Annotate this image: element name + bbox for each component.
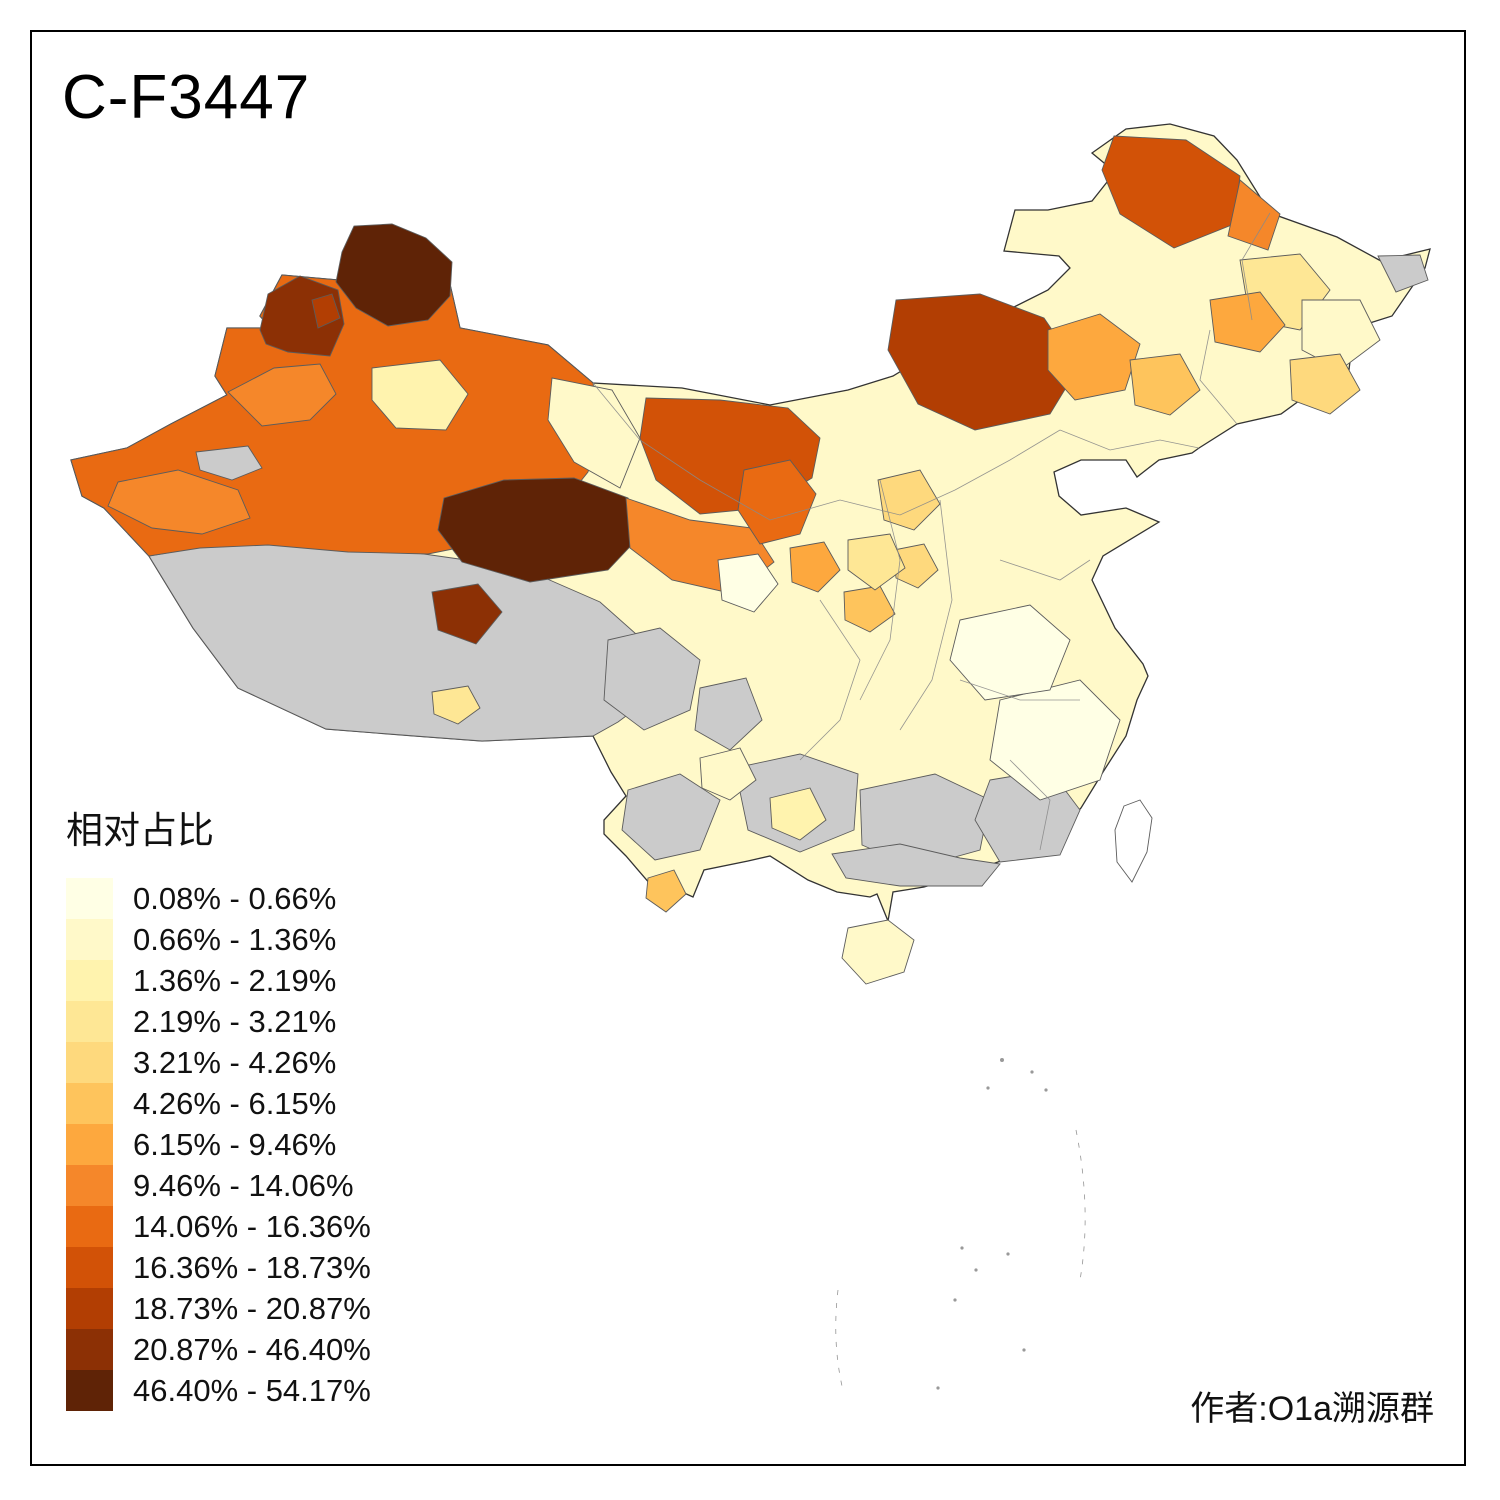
- legend-item: 18.73% - 20.87%: [66, 1288, 371, 1329]
- legend-item: 14.06% - 16.36%: [66, 1206, 371, 1247]
- legend-label: 9.46% - 14.06%: [133, 1167, 354, 1203]
- region-xinjiang-main: [70, 226, 601, 557]
- legend-item: 1.36% - 2.19%: [66, 960, 371, 1001]
- legend-label: 14.06% - 16.36%: [133, 1208, 371, 1244]
- region-luliang: [847, 533, 906, 591]
- region-east-coast-white1: [989, 679, 1121, 801]
- legend-swatch: [66, 1001, 113, 1042]
- legend-title: 相对占比: [66, 810, 214, 851]
- legend: 相对占比 0.08% - 0.66% 0.66% - 1.36% 1.36% -…: [66, 800, 371, 1411]
- legend-item: 20.87% - 46.40%: [66, 1329, 371, 1370]
- author-credit: 作者:O1a溯源群: [1190, 1390, 1434, 1428]
- legend-swatch: [66, 1206, 113, 1247]
- legend-item: 16.36% - 18.73%: [66, 1247, 371, 1288]
- legend-rows: 0.08% - 0.66% 0.66% - 1.36% 1.36% - 2.19…: [66, 878, 371, 1411]
- page-title: C-F3447: [62, 63, 311, 132]
- region-jilin-patch: [1129, 353, 1201, 416]
- region-songyuan-patch: [1209, 291, 1286, 353]
- region-innermongolia-east: [1047, 313, 1141, 401]
- region-west-gansu-darkest: [437, 477, 643, 583]
- legend-item: 2.19% - 3.21%: [66, 1001, 371, 1042]
- region-junggar-darkest: [335, 223, 453, 327]
- region-shaanbei-orange: [789, 541, 841, 593]
- region-south-pale1: [769, 787, 827, 841]
- south-china-sea-islets: [835, 1058, 1086, 1390]
- legend-swatch: [66, 919, 113, 960]
- region-xinjiang-south: [107, 469, 251, 535]
- region-west-sichuan-nodata: [603, 627, 701, 731]
- legend-item: 46.40% - 54.17%: [66, 1370, 371, 1411]
- legend-swatch: [66, 1124, 113, 1165]
- legend-label: 2.19% - 3.21%: [133, 1003, 337, 1039]
- region-east-coast-white2: [949, 604, 1071, 701]
- region-bortala-dark: [311, 293, 341, 329]
- region-xinjiang-gray-sliver: [195, 445, 263, 481]
- legend-item: 9.46% - 14.06%: [66, 1165, 371, 1206]
- legend-label: 3.21% - 4.26%: [133, 1044, 337, 1080]
- legend-label: 6.15% - 9.46%: [133, 1126, 337, 1162]
- region-ningxia-orange: [737, 459, 817, 545]
- legend-swatch: [66, 1083, 113, 1124]
- legend-label: 20.87% - 46.40%: [133, 1331, 371, 1367]
- region-hami-pale: [371, 359, 469, 431]
- region-yanbian-patch: [1289, 353, 1361, 415]
- legend-swatch: [66, 1042, 113, 1083]
- legend-label: 16.36% - 18.73%: [133, 1249, 371, 1285]
- region-north-shanxi: [877, 469, 941, 531]
- legend-swatch: [66, 1165, 113, 1206]
- region-yunnan-south-orange: [645, 869, 687, 913]
- legend-label: 18.73% - 20.87%: [133, 1290, 371, 1326]
- legend-label: 0.08% - 0.66%: [133, 880, 337, 916]
- legend-item: 4.26% - 6.15%: [66, 1083, 371, 1124]
- region-innermongolia-darkred: [887, 293, 1079, 431]
- region-heilongjiang-patch2: [1301, 299, 1381, 371]
- legend-label: 46.40% - 54.17%: [133, 1372, 371, 1408]
- legend-swatch: [66, 1247, 113, 1288]
- region-tacheng-darkbrown: [259, 275, 345, 357]
- region-heihe-orange: [1227, 179, 1281, 251]
- legend-item: 0.66% - 1.36%: [66, 919, 371, 960]
- region-hexi-pale: [547, 377, 641, 489]
- legend-swatch: [66, 1370, 113, 1411]
- region-guangdong-guangxi-nodata: [831, 843, 1001, 887]
- legend-item: 3.21% - 4.26%: [66, 1042, 371, 1083]
- legend-swatch: [66, 1329, 113, 1370]
- legend-label: 4.26% - 6.15%: [133, 1085, 337, 1121]
- province-borders: [592, 212, 1271, 851]
- region-hunan-nodata: [859, 773, 991, 869]
- region-ili: [227, 363, 337, 427]
- legend-swatch: [66, 1288, 113, 1329]
- region-yunnan-nodata: [621, 773, 721, 861]
- region-south-pale2: [699, 747, 757, 801]
- region-hulunbuir-orange: [1101, 135, 1241, 249]
- region-taiwan: [1114, 799, 1153, 883]
- legend-label: 0.66% - 1.36%: [133, 921, 337, 957]
- region-fareast-nodata: [1377, 254, 1429, 293]
- region-qaidam-darkbrown: [431, 583, 503, 645]
- region-hainan: [841, 919, 915, 985]
- legend-swatch: [66, 960, 113, 1001]
- legend-swatch: [66, 878, 113, 919]
- legend-item: 6.15% - 9.46%: [66, 1124, 371, 1165]
- region-sichuan-nodata: [694, 677, 763, 751]
- legend-item: 0.08% - 0.66%: [66, 878, 371, 919]
- region-qinghai-pale: [431, 685, 481, 725]
- region-lanzhou-white: [717, 553, 779, 613]
- legend-label: 1.36% - 2.19%: [133, 962, 337, 998]
